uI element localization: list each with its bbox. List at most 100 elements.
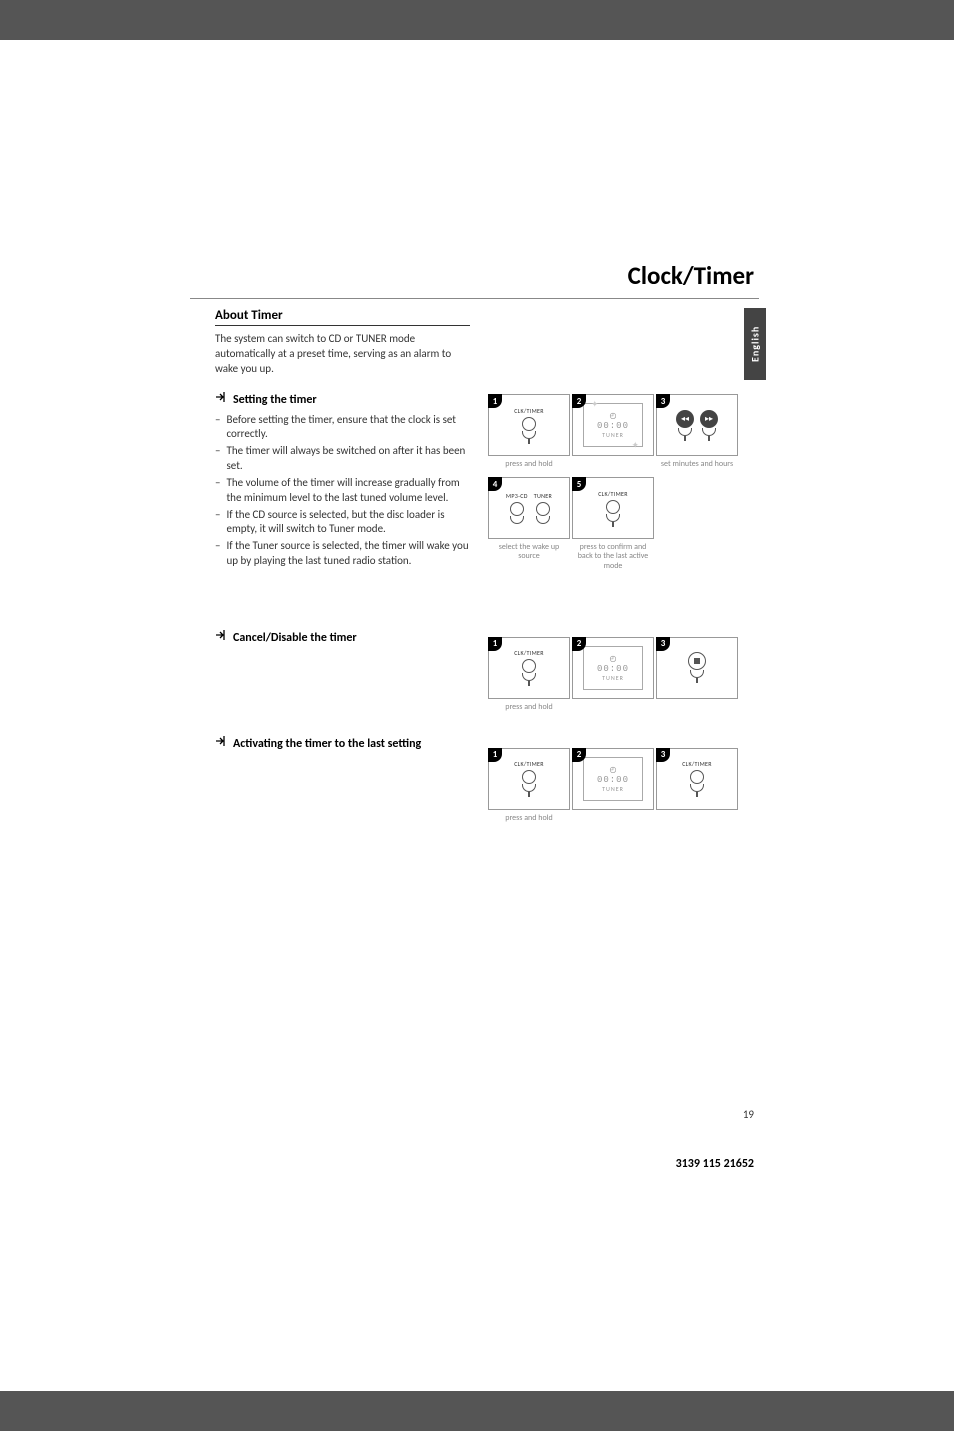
setting-bullet: –Before setting the timer, ensure that t… [215, 413, 470, 443]
press-stem-icon [696, 792, 698, 797]
bullet-text: Before setting the timer, ensure that th… [226, 413, 470, 443]
setting-bullet: –If the CD source is selected, but the d… [215, 508, 470, 538]
button-label: CLK/TIMER [598, 490, 628, 498]
page-title: Clock/Timer [628, 260, 754, 291]
diagram-cancel: 1 CLK/TIMER 2 ◴ 00:00 TUNE [488, 637, 743, 712]
page-number: 19 [743, 1108, 754, 1121]
press-arc-icon [536, 516, 550, 524]
cancel-heading: Cancel/Disable the timer [233, 631, 357, 645]
step-number: 1 [488, 394, 502, 408]
press-stem-icon [708, 436, 710, 441]
step-number: 3 [656, 637, 670, 651]
clk-timer-button-icon [690, 770, 704, 784]
button-label: TUNER [534, 492, 552, 500]
step-number: 4 [488, 477, 502, 491]
display-mode: TUNER [602, 431, 624, 439]
setting-bullet: –The timer will always be switched on af… [215, 444, 470, 474]
setting-heading: Setting the timer [233, 393, 317, 407]
language-tab: English [744, 308, 766, 380]
step-number: 3 [656, 748, 670, 762]
clk-timer-button-icon [522, 659, 536, 673]
press-stem-icon [528, 681, 530, 686]
clk-timer-button-icon [606, 500, 620, 514]
step-caption: select the wake up source [488, 543, 570, 561]
display-panel: ◴ 00:00 TUNER [583, 757, 643, 801]
press-stem-icon [528, 439, 530, 444]
display-mode: TUNER [602, 674, 624, 682]
press-stem-icon [684, 436, 686, 441]
press-arc-icon [510, 516, 524, 524]
footer-code: 3139 115 21652 [676, 1157, 754, 1171]
arrow-icon [215, 735, 227, 747]
bullet-text: The volume of the timer will increase gr… [226, 476, 470, 506]
left-column: About Timer The system can switch to CD … [215, 308, 470, 851]
setting-bullet: –The volume of the timer will increase g… [215, 476, 470, 506]
right-column: 1 CLK/TIMER 2 ✦ ✦ ◴ [488, 308, 743, 851]
about-heading: About Timer [215, 308, 470, 326]
setting-heading-row: Setting the timer [215, 391, 470, 407]
step-number: 5 [572, 477, 586, 491]
step-caption: press and hold [488, 460, 570, 469]
button-label: MP3-CD [506, 492, 528, 500]
step-cell-2: 2 ✦ ✦ ◴ 00:00 TUNER [572, 394, 654, 456]
step-caption: set minutes and hours [656, 460, 738, 469]
step-number: 1 [488, 748, 502, 762]
press-arc-icon [606, 514, 620, 522]
flash-icon: ✦ [631, 440, 639, 451]
bullet-text: If the Tuner source is selected, the tim… [226, 539, 470, 569]
about-body: The system can switch to CD or TUNER mod… [215, 332, 470, 377]
display-time: 00:00 [597, 664, 629, 674]
press-arc-icon [522, 784, 536, 792]
press-arc-icon [702, 428, 716, 436]
step-cell-1: 1 CLK/TIMER [488, 394, 570, 456]
step-caption: press and hold [488, 703, 570, 712]
bullet-text: The timer will always be switched on aft… [226, 444, 470, 474]
flash-icon: ✦ [591, 399, 599, 410]
prev-button-icon: ◂◂ [676, 410, 694, 428]
button-label: CLK/TIMER [514, 760, 544, 768]
step-cell-2: 2 ◴ 00:00 TUNER [572, 748, 654, 810]
activate-heading-row: Activating the timer to the last setting [215, 735, 470, 751]
cancel-heading-row: Cancel/Disable the timer [215, 629, 470, 645]
arrow-icon [215, 391, 227, 403]
diagram-activate: 1 CLK/TIMER 2 ◴ 00:00 TUNE [488, 748, 743, 823]
press-arc-icon [690, 784, 704, 792]
press-arc-icon [522, 673, 536, 681]
step-cell-3: 3 ◂◂ ▸▸ [656, 394, 738, 456]
step-caption: press to confirm and back to the last ac… [572, 543, 654, 571]
button-label: CLK/TIMER [682, 760, 712, 768]
press-arc-icon [678, 428, 692, 436]
step-number: 1 [488, 637, 502, 651]
clk-timer-button-icon [522, 417, 536, 431]
display-panel: ◴ 00:00 TUNER [583, 646, 643, 690]
activate-heading: Activating the timer to the last setting [233, 737, 421, 751]
stop-button-icon [688, 652, 706, 670]
step-cell-3: 3 CLK/TIMER [656, 748, 738, 810]
bullet-text: If the CD source is selected, but the di… [226, 508, 470, 538]
press-stem-icon [696, 678, 698, 683]
tuner-button-icon [536, 502, 550, 516]
press-stem-icon [612, 522, 614, 527]
press-arc-icon [690, 670, 704, 678]
clock-icon: ◴ [610, 654, 617, 664]
clk-timer-button-icon [522, 770, 536, 784]
step-cell-1: 1 CLK/TIMER [488, 637, 570, 699]
step-cell-4: 4 MP3-CD TUNER [488, 477, 570, 539]
press-stem-icon [528, 792, 530, 797]
next-button-icon: ▸▸ [700, 410, 718, 428]
manual-page: Clock/Timer English About Timer The syst… [0, 40, 954, 1391]
content-area: About Timer The system can switch to CD … [215, 308, 745, 851]
display-time: 00:00 [597, 421, 629, 431]
arrow-icon [215, 629, 227, 641]
clock-icon: ◴ [610, 411, 617, 421]
button-label: CLK/TIMER [514, 407, 544, 415]
clock-icon: ◴ [610, 765, 617, 775]
step-cell-3: 3 [656, 637, 738, 699]
title-rule [190, 298, 759, 299]
diagram-setting: 1 CLK/TIMER 2 ✦ ✦ ◴ [488, 394, 743, 571]
step-cell-2: 2 ◴ 00:00 TUNER [572, 637, 654, 699]
press-arc-icon [522, 431, 536, 439]
step-cell-1: 1 CLK/TIMER [488, 748, 570, 810]
step-cell-5: 5 CLK/TIMER [572, 477, 654, 539]
display-time: 00:00 [597, 775, 629, 785]
